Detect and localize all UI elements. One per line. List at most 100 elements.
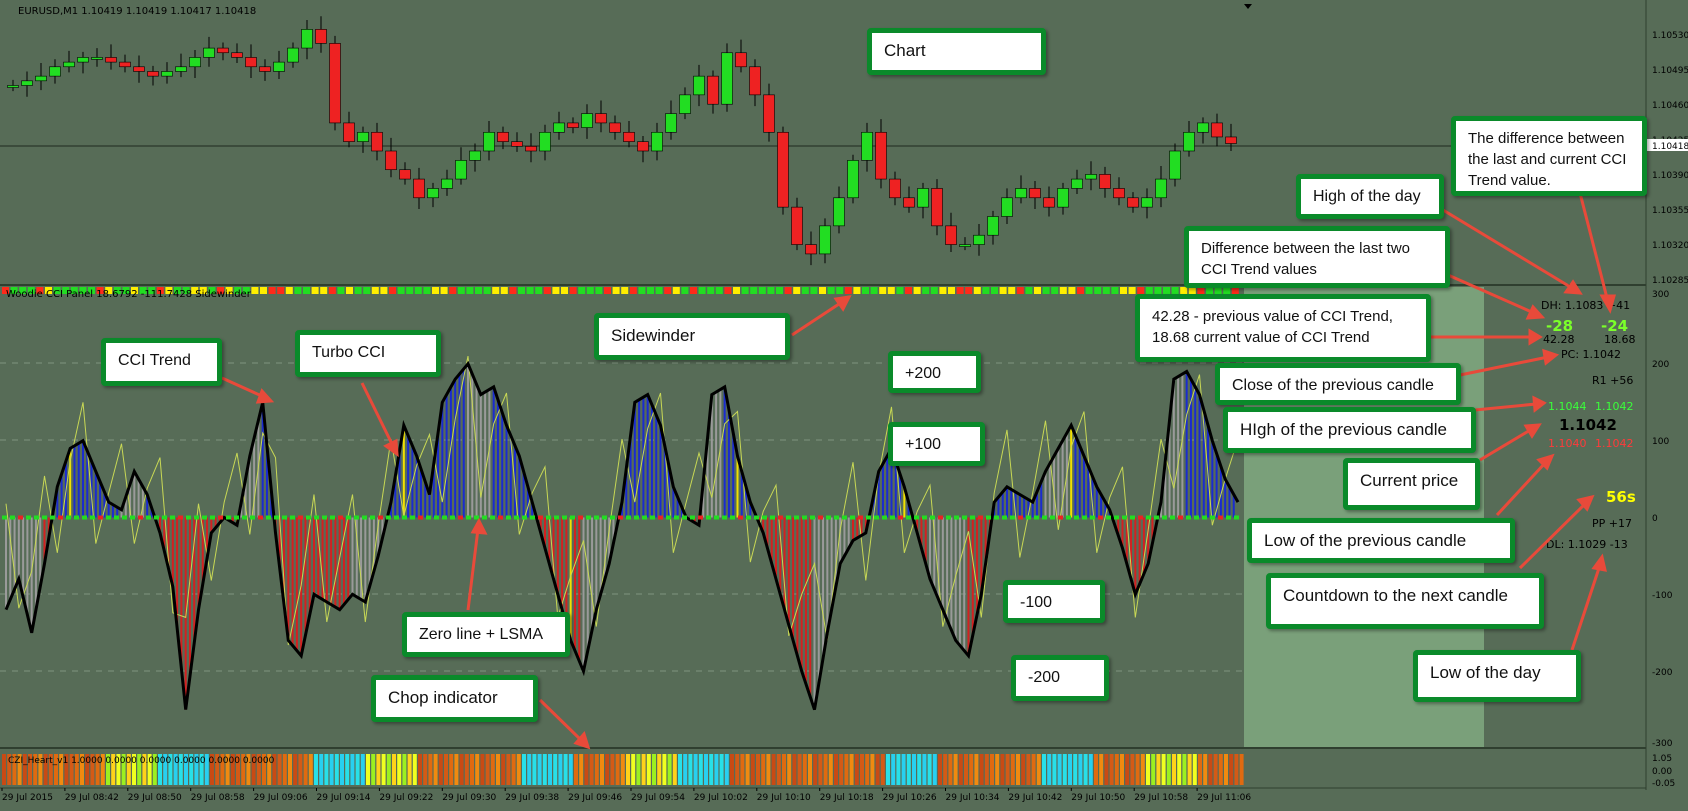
chop-bar [1177,754,1182,785]
chop-bar [132,754,136,785]
zero-line-dot [1050,515,1055,520]
chop-bar [7,754,12,785]
sidewinder-cell [10,287,18,294]
arrow [466,528,480,611]
chop-bar [870,754,875,785]
sidewinder-cell [1059,287,1067,294]
zero-lsma-line [2,515,1239,520]
chop-bar [917,754,922,785]
candle-body [301,29,313,49]
chop-bar [1005,754,1010,785]
chop-bar [496,754,500,785]
candle-body [175,66,187,72]
chop-bar [1052,754,1057,785]
zero-line-dot [338,515,343,520]
sidewinder-cell [1128,287,1136,294]
arrowhead [383,438,399,458]
chop-bar [927,754,932,785]
chop-bar [1016,754,1020,785]
chop-bar [516,754,521,785]
chop-bar [1161,754,1166,785]
info-panel: DH: 1.1083 +41 -28 -24 42.28 18.68 PC: 1… [1541,299,1636,551]
resistance-r1: R1 +56 [1592,374,1633,387]
sidewinder-cell [303,287,310,294]
chop-bar [178,754,183,785]
sidewinder-cell [1223,287,1231,294]
zero-line-dot [226,515,231,520]
zero-line-dot [818,515,823,520]
sidewinder-cell [561,287,568,294]
candle-body [133,66,145,72]
sidewinder-cell [870,287,878,294]
zero-line-dot [762,515,767,520]
chop-bar [615,754,620,785]
zero-line-dot [1002,515,1007,520]
chop-bar [532,754,537,785]
shift-marker-icon[interactable] [1244,4,1252,9]
zero-line-dot [370,515,375,520]
zero-line-dot [1234,515,1239,520]
sidewinder-cell [88,287,95,294]
chop-bar [594,754,599,785]
candle-body [427,188,439,199]
candle-body [273,61,285,72]
chop-bar [74,754,79,785]
zero-line-dot [394,515,399,520]
sidewinder-cell [612,287,620,294]
chop-bar [943,754,948,785]
zero-line-dot [450,515,455,520]
chop-bar [43,754,48,785]
sidewinder-cell [552,287,560,294]
zero-line-dot [1130,515,1135,520]
zero-line-dot [1218,515,1223,520]
zero-line-dot [458,515,463,520]
chop-bar [386,754,391,785]
candle-body [847,160,859,199]
chop-bar [449,754,454,785]
chop-bar [137,754,142,785]
zero-line-dot [898,515,903,520]
candle-body [63,61,75,68]
chop-bar [1094,754,1098,785]
zero-line-dot [874,515,879,520]
chop-bar [1130,754,1135,785]
sidewinder-cell [707,287,715,294]
chop-bar [241,754,246,785]
candle-body [1113,188,1125,199]
chop-bar [69,754,74,785]
candle-body [637,141,649,152]
sidewinder-cell [1085,287,1093,294]
candle-body [455,160,467,180]
time-tick: 29 Jul 10:42 [1008,793,1062,803]
arrowhead [1599,294,1616,314]
cci-tick: 300 [1652,290,1669,300]
zero-line-dot [802,515,807,520]
zero-line-dot [466,515,471,520]
sidewinder-cell [1094,287,1102,294]
zero-line-dot [834,515,839,520]
sidewinder-cell [234,287,242,294]
time-tick: 29 Jul 11:06 [1197,793,1251,803]
candle-body [1127,197,1139,208]
chop-bar [782,754,786,785]
chop-bar [735,754,740,785]
zero-line-dot [114,515,119,520]
chop-bar [984,754,989,785]
chop-bar [1229,754,1234,785]
sidewinder-cell [690,287,697,294]
sidewinder-cell [225,287,233,294]
callout-high-prev: HIgh of the previous candle [1223,407,1476,453]
zero-line-dot [634,515,639,520]
sidewinder-cell [604,287,611,294]
candle-body [259,66,271,72]
sidewinder-cell [1163,287,1170,294]
cci-diff-last-two: -28 [1546,317,1573,335]
candle-body [385,150,397,171]
sidewinder-cell [956,287,964,294]
sidewinder-cell [647,287,654,294]
chop-bar [1135,754,1140,785]
cci-tick: 100 [1652,437,1669,447]
sidewinder-cell [277,287,285,294]
sidewinder-cell [518,287,525,294]
chop-bar [1187,754,1192,785]
